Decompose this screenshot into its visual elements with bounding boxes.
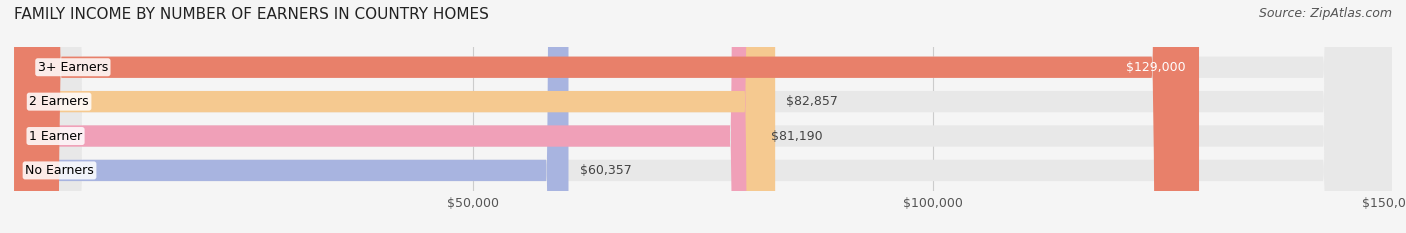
- Text: 1 Earner: 1 Earner: [30, 130, 82, 143]
- Text: No Earners: No Earners: [25, 164, 94, 177]
- Text: FAMILY INCOME BY NUMBER OF EARNERS IN COUNTRY HOMES: FAMILY INCOME BY NUMBER OF EARNERS IN CO…: [14, 7, 489, 22]
- FancyBboxPatch shape: [14, 0, 1392, 233]
- FancyBboxPatch shape: [14, 0, 1392, 233]
- Text: $129,000: $129,000: [1126, 61, 1185, 74]
- Text: $81,190: $81,190: [770, 130, 823, 143]
- Text: $82,857: $82,857: [786, 95, 838, 108]
- FancyBboxPatch shape: [14, 0, 775, 233]
- FancyBboxPatch shape: [14, 0, 1392, 233]
- Text: Source: ZipAtlas.com: Source: ZipAtlas.com: [1258, 7, 1392, 20]
- FancyBboxPatch shape: [14, 0, 1392, 233]
- FancyBboxPatch shape: [14, 0, 759, 233]
- Text: 3+ Earners: 3+ Earners: [38, 61, 108, 74]
- FancyBboxPatch shape: [14, 0, 568, 233]
- FancyBboxPatch shape: [14, 0, 1199, 233]
- Text: 2 Earners: 2 Earners: [30, 95, 89, 108]
- Text: $60,357: $60,357: [579, 164, 631, 177]
